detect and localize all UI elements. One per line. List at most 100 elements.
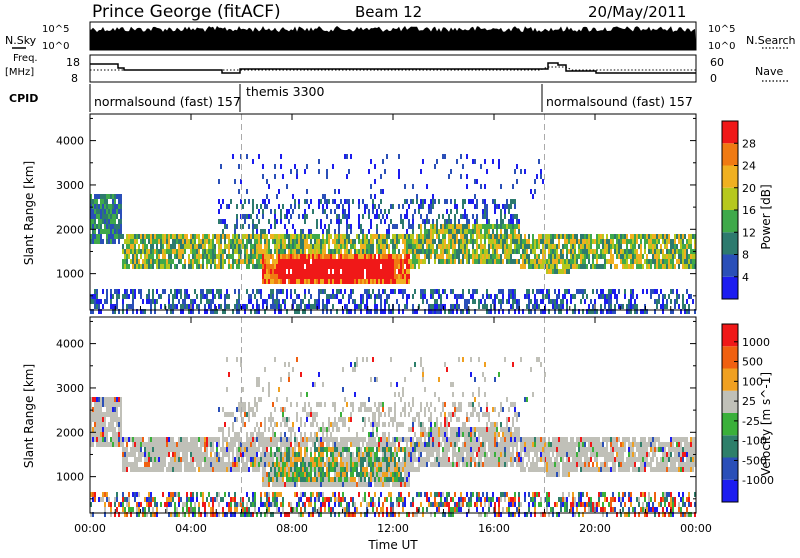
power-cell xyxy=(288,279,290,284)
power-cell xyxy=(216,254,218,259)
velocity-cell xyxy=(278,387,280,392)
power-cell xyxy=(252,254,254,259)
power-cell xyxy=(510,214,512,219)
power-cell xyxy=(230,264,232,269)
power-cell xyxy=(584,299,586,304)
velocity-cell xyxy=(306,392,308,397)
power-cell xyxy=(422,289,424,294)
power-cell xyxy=(478,234,480,239)
velocity-cell xyxy=(316,457,318,462)
velocity-cell xyxy=(290,442,292,447)
power-cell xyxy=(524,249,526,254)
power-cell xyxy=(630,244,632,249)
power-cell xyxy=(542,179,544,184)
velocity-cell xyxy=(262,457,264,462)
power-cell xyxy=(492,259,494,264)
velocity-cell xyxy=(282,462,284,467)
velocity-cell xyxy=(192,467,194,472)
power-cell xyxy=(602,254,604,259)
velocity-cell xyxy=(166,447,168,452)
velocity-cell xyxy=(160,462,162,467)
power-cell xyxy=(456,239,458,244)
power-cell xyxy=(268,229,270,234)
power-cell xyxy=(376,234,378,239)
velocity-cell xyxy=(128,437,130,442)
power-cell xyxy=(394,249,396,254)
power-cell xyxy=(678,304,680,309)
power-cell xyxy=(522,259,524,264)
power-cell xyxy=(328,264,330,269)
power-cell xyxy=(310,229,312,234)
power-cell xyxy=(176,239,178,244)
power-cell xyxy=(338,299,340,304)
power-cell xyxy=(616,264,618,269)
velocity-cell xyxy=(356,442,358,447)
power-cell xyxy=(486,219,488,224)
power-cell xyxy=(370,239,372,244)
power-cell xyxy=(508,249,510,254)
power-cell xyxy=(578,244,580,249)
power-cell xyxy=(604,239,606,244)
power-cell xyxy=(636,234,638,239)
velocity-cell xyxy=(178,492,180,497)
power-cell xyxy=(256,259,258,264)
power-cell xyxy=(338,274,340,279)
velocity-cell xyxy=(232,457,234,462)
power-cell xyxy=(602,234,604,239)
velocity-cell xyxy=(324,507,326,512)
power-cell xyxy=(386,269,388,274)
velocity-cell xyxy=(270,437,272,442)
velocity-cell xyxy=(266,472,268,477)
velocity-cell xyxy=(178,452,180,457)
power-cell xyxy=(414,209,416,214)
power-cell xyxy=(206,239,208,244)
power-cell xyxy=(622,249,624,254)
power-cell xyxy=(682,259,684,264)
power-cell xyxy=(226,294,228,299)
power-cell xyxy=(508,234,510,239)
colorbar-swatch xyxy=(722,188,738,210)
power-cell xyxy=(484,254,486,259)
velocity-cell xyxy=(274,477,276,482)
power-cell xyxy=(480,259,482,264)
power-cell xyxy=(394,264,396,269)
power-cell xyxy=(346,249,348,254)
velocity-cell xyxy=(276,472,278,477)
power-cell xyxy=(424,234,426,239)
power-cell xyxy=(616,249,618,254)
power-cell xyxy=(342,204,344,209)
velocity-cell xyxy=(258,462,260,467)
velocity-cell xyxy=(206,452,208,457)
power-cell xyxy=(168,299,170,304)
power-cell xyxy=(506,224,508,229)
power-cell xyxy=(138,264,140,269)
power-cell xyxy=(482,244,484,249)
power-cell xyxy=(578,264,580,269)
power-cell xyxy=(414,259,416,264)
power-cell xyxy=(350,289,352,294)
power-cell xyxy=(412,199,414,204)
power-cell xyxy=(298,274,300,279)
colorbar-tick-label: 16 xyxy=(742,204,756,217)
velocity-cell xyxy=(136,507,138,512)
velocity-cell xyxy=(194,467,196,472)
power-cell xyxy=(690,234,692,239)
power-cell xyxy=(224,299,226,304)
power-cell xyxy=(492,299,494,304)
velocity-cell xyxy=(164,457,166,462)
velocity-cell xyxy=(226,447,228,452)
velocity-cell xyxy=(182,442,184,447)
velocity-cell xyxy=(302,437,304,442)
velocity-cell xyxy=(314,462,316,467)
power-cell xyxy=(514,169,516,174)
power-cell xyxy=(252,199,254,204)
power-cell xyxy=(252,264,254,269)
power-cell xyxy=(510,204,512,209)
power-cell xyxy=(94,214,96,219)
velocity-cell xyxy=(310,492,312,497)
power-cell xyxy=(516,219,518,224)
power-cell xyxy=(290,234,292,239)
power-cell xyxy=(118,229,120,234)
velocity-cell xyxy=(230,462,232,467)
velocity-cell xyxy=(264,472,266,477)
